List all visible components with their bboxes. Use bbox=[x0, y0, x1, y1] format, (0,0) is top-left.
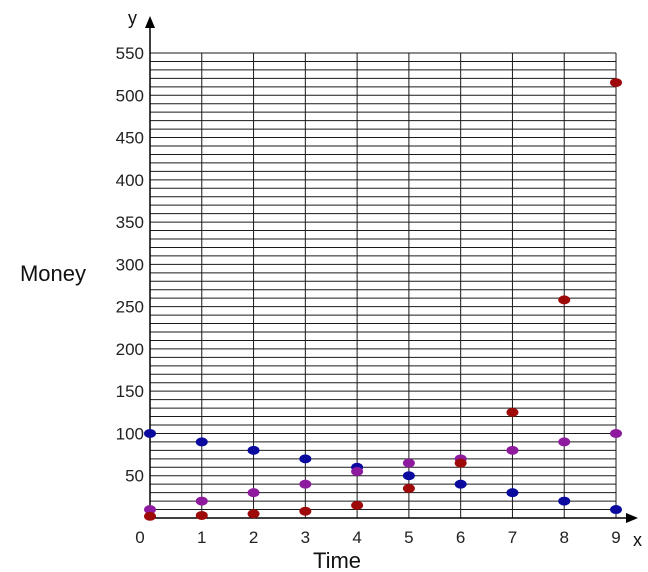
y-tick-label: 550 bbox=[116, 44, 144, 63]
y-tick-label: 50 bbox=[125, 467, 144, 486]
data-point bbox=[247, 509, 260, 519]
y-tick-labels: 50 100 150 200 250 300 350 400 450 500 550 bbox=[116, 44, 144, 486]
data-point bbox=[506, 407, 519, 417]
x-tick-label: 6 bbox=[456, 528, 465, 547]
y-tick-label: 450 bbox=[116, 129, 144, 148]
x-tick-label: 0 bbox=[135, 528, 144, 547]
data-point bbox=[402, 471, 415, 481]
data-point bbox=[195, 437, 208, 447]
x-tick-label: 5 bbox=[404, 528, 413, 547]
y-tick-label: 400 bbox=[116, 171, 144, 190]
y-tick-label: 350 bbox=[116, 213, 144, 232]
data-point bbox=[610, 78, 622, 88]
x-axis-arrow bbox=[626, 513, 638, 523]
data-point bbox=[195, 496, 208, 506]
data-point bbox=[558, 496, 571, 506]
x-tick-label: 9 bbox=[611, 528, 620, 547]
y-tick-label: 250 bbox=[116, 298, 144, 317]
data-points bbox=[144, 78, 622, 521]
x-axis-title: Time bbox=[313, 548, 361, 572]
y-tick-label: 100 bbox=[116, 424, 144, 443]
data-point bbox=[299, 454, 312, 464]
x-tick-label: 1 bbox=[197, 528, 206, 547]
y-tick-label: 200 bbox=[116, 340, 144, 359]
data-point bbox=[506, 488, 519, 498]
data-point bbox=[351, 500, 364, 510]
x-tick-label: 8 bbox=[559, 528, 568, 547]
data-point bbox=[144, 505, 156, 515]
data-point bbox=[299, 506, 312, 516]
y-axis-arrow bbox=[145, 16, 155, 28]
y-tick-label: 150 bbox=[116, 382, 144, 401]
y-tick-label: 300 bbox=[116, 255, 144, 274]
x-tick-label: 4 bbox=[352, 528, 361, 547]
data-point bbox=[299, 479, 312, 489]
data-point bbox=[558, 295, 571, 305]
x-axis-letter: x bbox=[633, 530, 642, 550]
data-point bbox=[454, 458, 467, 468]
data-point bbox=[144, 428, 156, 438]
y-axis-letter: y bbox=[128, 8, 137, 28]
data-point bbox=[506, 445, 519, 455]
data-point bbox=[195, 510, 208, 520]
data-point bbox=[351, 467, 364, 476]
y-axis-title: Money bbox=[20, 261, 86, 286]
x-tick-label: 2 bbox=[249, 528, 258, 547]
data-point bbox=[610, 428, 622, 438]
grid-lines bbox=[150, 52, 617, 519]
data-point bbox=[454, 479, 467, 489]
data-point bbox=[402, 458, 415, 468]
x-tick-labels: 0 1 2 3 4 5 6 7 8 9 bbox=[135, 528, 620, 547]
data-point bbox=[558, 437, 571, 447]
x-tick-label: 7 bbox=[508, 528, 517, 547]
data-point bbox=[247, 488, 260, 498]
y-tick-label: 500 bbox=[116, 86, 144, 105]
x-tick-label: 3 bbox=[301, 528, 310, 547]
data-point bbox=[610, 505, 622, 515]
data-point bbox=[144, 511, 156, 521]
data-point bbox=[247, 445, 260, 455]
data-point bbox=[402, 483, 415, 493]
